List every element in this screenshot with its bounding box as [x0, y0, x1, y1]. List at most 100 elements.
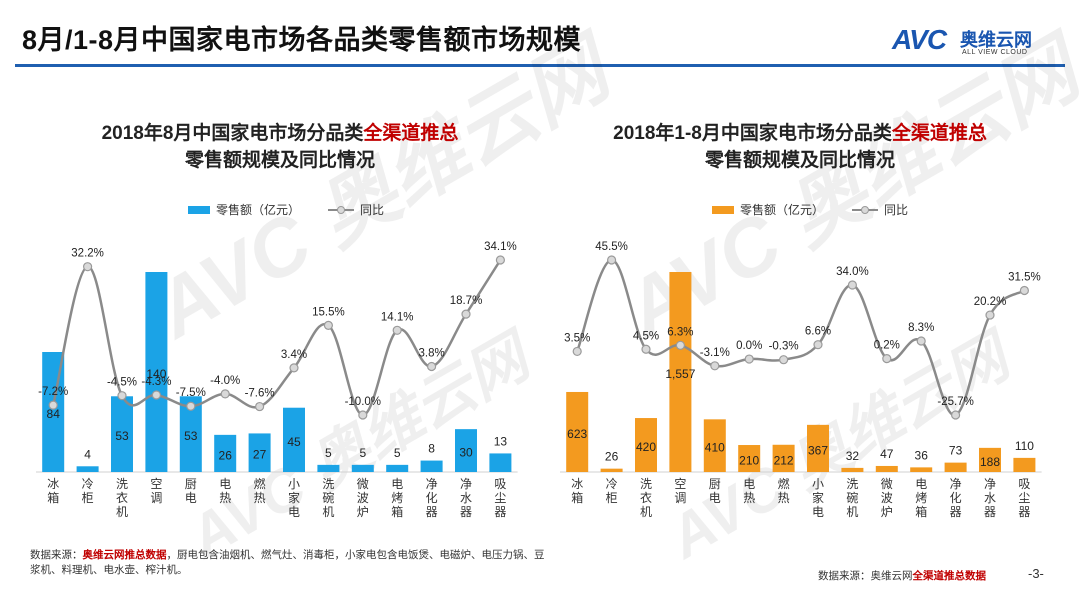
- bar: [420, 460, 443, 472]
- yoy-point: [1019, 285, 1029, 296]
- yoy-label: -10.0%: [345, 396, 381, 408]
- bar-value-label: 27: [253, 448, 267, 462]
- yoy-point: [779, 355, 789, 365]
- bar: [145, 272, 168, 472]
- legend: 零售额（亿元） 同比: [188, 202, 384, 217]
- yoy-label: -7.2%: [38, 386, 68, 398]
- legend-bar-label: 零售额（亿元）: [216, 202, 300, 217]
- yoy-label: -4.0%: [210, 375, 240, 387]
- bar-value-label: 188: [980, 455, 1000, 469]
- yoy-point: [951, 410, 961, 420]
- legend-bar-swatch: [712, 206, 734, 214]
- category-label: 电烤箱: [391, 477, 403, 519]
- yoy-label: 3.8%: [418, 347, 444, 359]
- yoy-point: [427, 361, 437, 372]
- bar: [1013, 457, 1036, 472]
- yoy-label: 14.1%: [381, 311, 414, 323]
- category-label: 净化器: [426, 477, 438, 519]
- category-label: 微波炉: [357, 477, 369, 519]
- logo-mark: AVC: [892, 24, 947, 55]
- yoy-point: [710, 361, 720, 371]
- bar: [703, 419, 726, 472]
- bar-value-label: 420: [636, 440, 656, 454]
- yoy-label: 6.6%: [805, 326, 831, 338]
- bar: [807, 424, 829, 472]
- bar: [214, 434, 237, 472]
- yoy-point: [186, 401, 196, 411]
- yoy-label: 3.5%: [564, 332, 590, 344]
- category-label: 冷柜: [82, 477, 94, 505]
- yoy-label: 45.5%: [595, 241, 628, 253]
- bar-value-label: 26: [605, 450, 619, 464]
- category-label: 小家电: [812, 477, 824, 519]
- bar-value-label: 4: [84, 447, 91, 461]
- bar-value-label: 623: [567, 427, 587, 441]
- yoy-line: [51, 259, 502, 417]
- avc-logo: AVC 奥维云网 ALL VIEW CLOUD: [892, 24, 1062, 58]
- category-label: 厨电: [185, 477, 197, 505]
- bar-value-label: 212: [774, 453, 794, 467]
- footnote-source-right: 数据来源：奥维云网全渠道推总数据: [818, 570, 986, 582]
- bar: [566, 391, 589, 472]
- yoy-point: [495, 255, 505, 265]
- bar: [841, 467, 864, 472]
- category-label: 燃热: [254, 476, 266, 505]
- category-label: 冷柜: [606, 477, 618, 505]
- bar: [489, 453, 512, 472]
- logo-name-en: ALL VIEW CLOUD: [962, 49, 1028, 56]
- legend-line-marker: [861, 206, 869, 214]
- bar: [386, 464, 409, 472]
- bar-value-label: 30: [459, 446, 473, 460]
- bar-value-label: 110: [1015, 439, 1034, 453]
- bar-value-label: 410: [705, 441, 725, 455]
- category-label: 厨电: [709, 477, 721, 505]
- bar-value-label: 5: [359, 446, 366, 460]
- category-label: 空调: [674, 477, 686, 505]
- bar-value-label: 47: [880, 447, 894, 461]
- legend: 零售额（亿元） 同比: [712, 202, 908, 217]
- yoy-point: [985, 310, 995, 320]
- bar: [111, 396, 133, 472]
- yoy-label: 15.5%: [312, 306, 345, 318]
- legend-bar-swatch: [188, 206, 210, 214]
- page-title: 8月/1-8月中国家电市场各品类零售额市场规模: [22, 25, 582, 55]
- bar: [76, 466, 99, 472]
- bar-value-label: 84: [47, 407, 61, 421]
- category-label: 冰箱: [47, 477, 59, 505]
- chart-title-right: 2018年1-8月中国家电市场分品类全渠道推总 零售额规模及同比情况: [613, 123, 987, 171]
- logo-name-cn: 奥维云网: [960, 30, 1032, 50]
- category-label: 燃热: [778, 476, 790, 505]
- yoy-label: -4.3%: [141, 376, 171, 388]
- yoy-label: 18.7%: [450, 295, 483, 307]
- yoy-point: [813, 340, 823, 350]
- bar: [351, 464, 374, 472]
- yoy-point: [255, 401, 265, 412]
- category-label: 电热: [219, 477, 231, 505]
- legend-bar-label: 零售额（亿元）: [740, 202, 824, 217]
- yoy-point: [572, 346, 582, 357]
- bar: [772, 444, 795, 472]
- yoy-point: [289, 363, 299, 373]
- yoy-label: -4.5%: [107, 377, 137, 389]
- yoy-label: -7.6%: [245, 388, 275, 400]
- yoy-point: [358, 410, 368, 420]
- yoy-point: [847, 280, 857, 290]
- bar: [455, 429, 477, 472]
- chart-title-left: 2018年8月中国家电市场分品类全渠道推总 零售额规模及同比情况: [101, 123, 459, 171]
- yoy-label: 3.4%: [281, 349, 307, 361]
- yoy-point: [882, 354, 892, 364]
- yoy-label: 6.3%: [667, 326, 693, 338]
- legend-line-label: 同比: [884, 203, 908, 217]
- category-label: 冰箱: [571, 477, 583, 505]
- bar-value-label: 13: [494, 434, 508, 448]
- category-label: 空调: [150, 477, 162, 505]
- bar: [979, 447, 1001, 472]
- category-label: 净水器: [984, 477, 996, 519]
- bar: [910, 467, 933, 472]
- bar: [738, 445, 761, 472]
- category-label: 吸尘器: [1018, 477, 1030, 519]
- yoy-point: [744, 354, 754, 364]
- bar-value-label: 5: [394, 446, 401, 460]
- bar: [944, 462, 967, 472]
